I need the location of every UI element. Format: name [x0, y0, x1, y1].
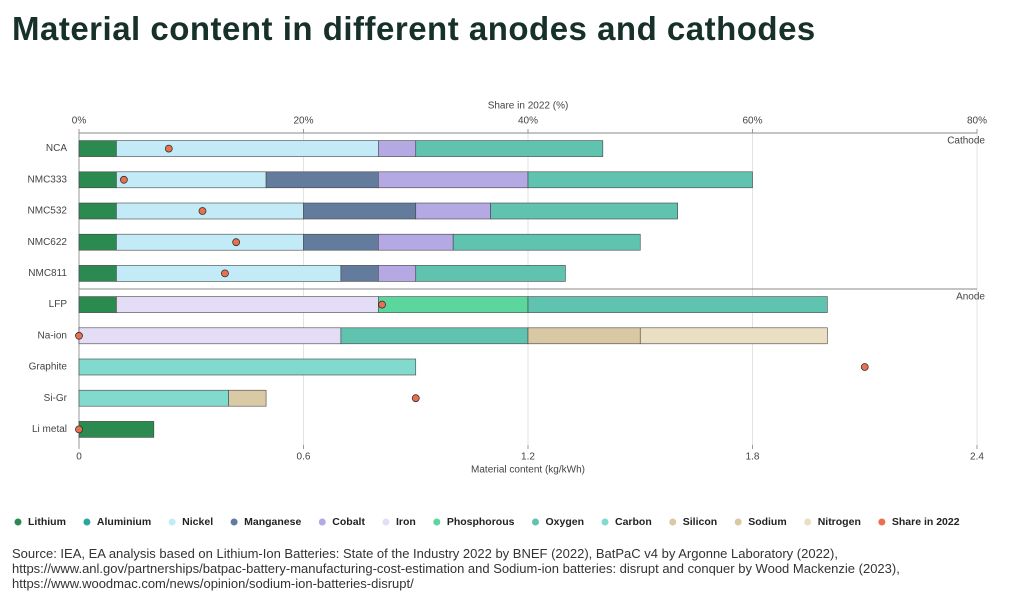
bar-segment	[78, 421, 155, 438]
y-tick-label: NMC333	[28, 174, 68, 185]
legend-marker	[734, 518, 742, 526]
share-dot	[75, 331, 83, 340]
x2-tick-label: 80%	[967, 116, 987, 127]
bar-segment	[78, 171, 117, 189]
legend-label: Share in 2022	[892, 516, 960, 528]
legend-label: Lithium	[28, 516, 66, 528]
bar-segment	[378, 296, 529, 313]
bar-segment	[378, 140, 417, 157]
share-dot	[198, 207, 207, 215]
share-dot	[378, 300, 386, 309]
bar-segment	[639, 327, 828, 345]
share-dot	[120, 175, 128, 184]
bar-segment	[78, 358, 417, 376]
x-tick-label: 1.8	[746, 452, 760, 463]
legend-label: Iron	[396, 516, 416, 528]
share-dot	[164, 144, 173, 153]
legend-marker	[230, 518, 238, 526]
share-dot	[860, 363, 869, 371]
bar-segment	[303, 233, 379, 251]
legend-label: Carbon	[615, 516, 652, 528]
share-dot	[411, 394, 420, 403]
y-tick-label: NMC622	[28, 237, 68, 248]
bar-segment	[116, 202, 304, 220]
y-tick-label: Si-Gr	[44, 393, 68, 404]
bar-segment	[116, 233, 304, 251]
x-tick-label: 0.6	[297, 452, 311, 463]
bar-segment	[78, 202, 117, 220]
legend-label: Nickel	[182, 516, 213, 528]
x2-tick-label: 0%	[72, 116, 87, 127]
legend-marker	[433, 518, 441, 526]
x-tick-label: 2.4	[970, 452, 984, 463]
bar-segment	[265, 171, 379, 189]
bar-segment	[340, 327, 529, 345]
legend-marker	[878, 518, 886, 526]
legend-label: Manganese	[244, 516, 301, 528]
bar-segment	[527, 296, 828, 313]
x-tick-label: 0	[76, 452, 82, 463]
legend-marker	[168, 518, 176, 526]
y-tick-label: Li metal	[32, 424, 67, 435]
y-tick-label: NMC811	[28, 268, 67, 279]
bar-segment	[303, 202, 417, 220]
y-tick-label: LFP	[49, 299, 68, 310]
bar-segment	[78, 140, 117, 157]
bar-segment	[78, 327, 342, 345]
x2-axis-label: Share in 2022 (%)	[488, 101, 569, 112]
bar-segment	[415, 140, 604, 157]
bar-segment	[490, 202, 678, 220]
legend-label: Cobalt	[332, 516, 365, 528]
bar-segment	[78, 389, 229, 407]
bar-segment	[452, 233, 641, 251]
bar-segment	[340, 265, 379, 282]
bar-segment	[78, 296, 117, 313]
x2-tick-label: 60%	[742, 116, 762, 127]
bar-segment	[78, 265, 117, 282]
bar-segment	[78, 233, 117, 251]
bar-segment	[378, 171, 529, 189]
legend-marker	[318, 518, 326, 526]
bar-segment	[116, 296, 379, 313]
group-label: Anode	[956, 292, 985, 303]
bar-segment	[378, 233, 454, 251]
legend-label: Phosphorous	[447, 516, 515, 528]
y-tick-label: Graphite	[29, 362, 68, 373]
bar-segment	[228, 389, 267, 407]
chart-title: Material content in different anodes and…	[12, 10, 816, 47]
legend-marker	[14, 518, 22, 526]
share-dot	[75, 425, 83, 434]
legend-marker	[83, 518, 91, 526]
y-tick-label: NMC532	[28, 206, 68, 217]
legend-marker	[531, 518, 539, 526]
legend-marker	[601, 518, 609, 526]
y-tick-label: NCA	[46, 143, 67, 154]
legend-label: Sodium	[748, 516, 787, 528]
source-note: Source: IEA, EA analysis based on Lithiu…	[12, 546, 900, 591]
bar-segment	[527, 171, 753, 189]
legend-label: Silicon	[683, 516, 717, 528]
bar-segment	[527, 327, 641, 345]
x2-tick-label: 40%	[518, 116, 538, 127]
x-tick-label: 1.2	[521, 452, 535, 463]
legend-marker	[669, 518, 677, 526]
bar-segment	[116, 171, 267, 189]
bar-segment	[415, 265, 566, 282]
legend-marker	[804, 518, 812, 526]
legend-marker	[382, 518, 390, 526]
x2-tick-label: 20%	[293, 116, 313, 127]
bar-segment	[378, 265, 417, 282]
share-dot	[232, 238, 241, 247]
bar-segment	[415, 202, 491, 220]
legend-label: Oxygen	[545, 516, 584, 528]
legend-label: Nitrogen	[818, 516, 861, 528]
legend-label: Aluminium	[97, 516, 151, 528]
y-tick-label: Na-ion	[38, 330, 67, 341]
bar-segment	[116, 140, 379, 157]
group-label: Cathode	[947, 136, 985, 147]
share-dot	[221, 269, 229, 278]
x-axis-label: Material content (kg/kWh)	[471, 465, 585, 476]
